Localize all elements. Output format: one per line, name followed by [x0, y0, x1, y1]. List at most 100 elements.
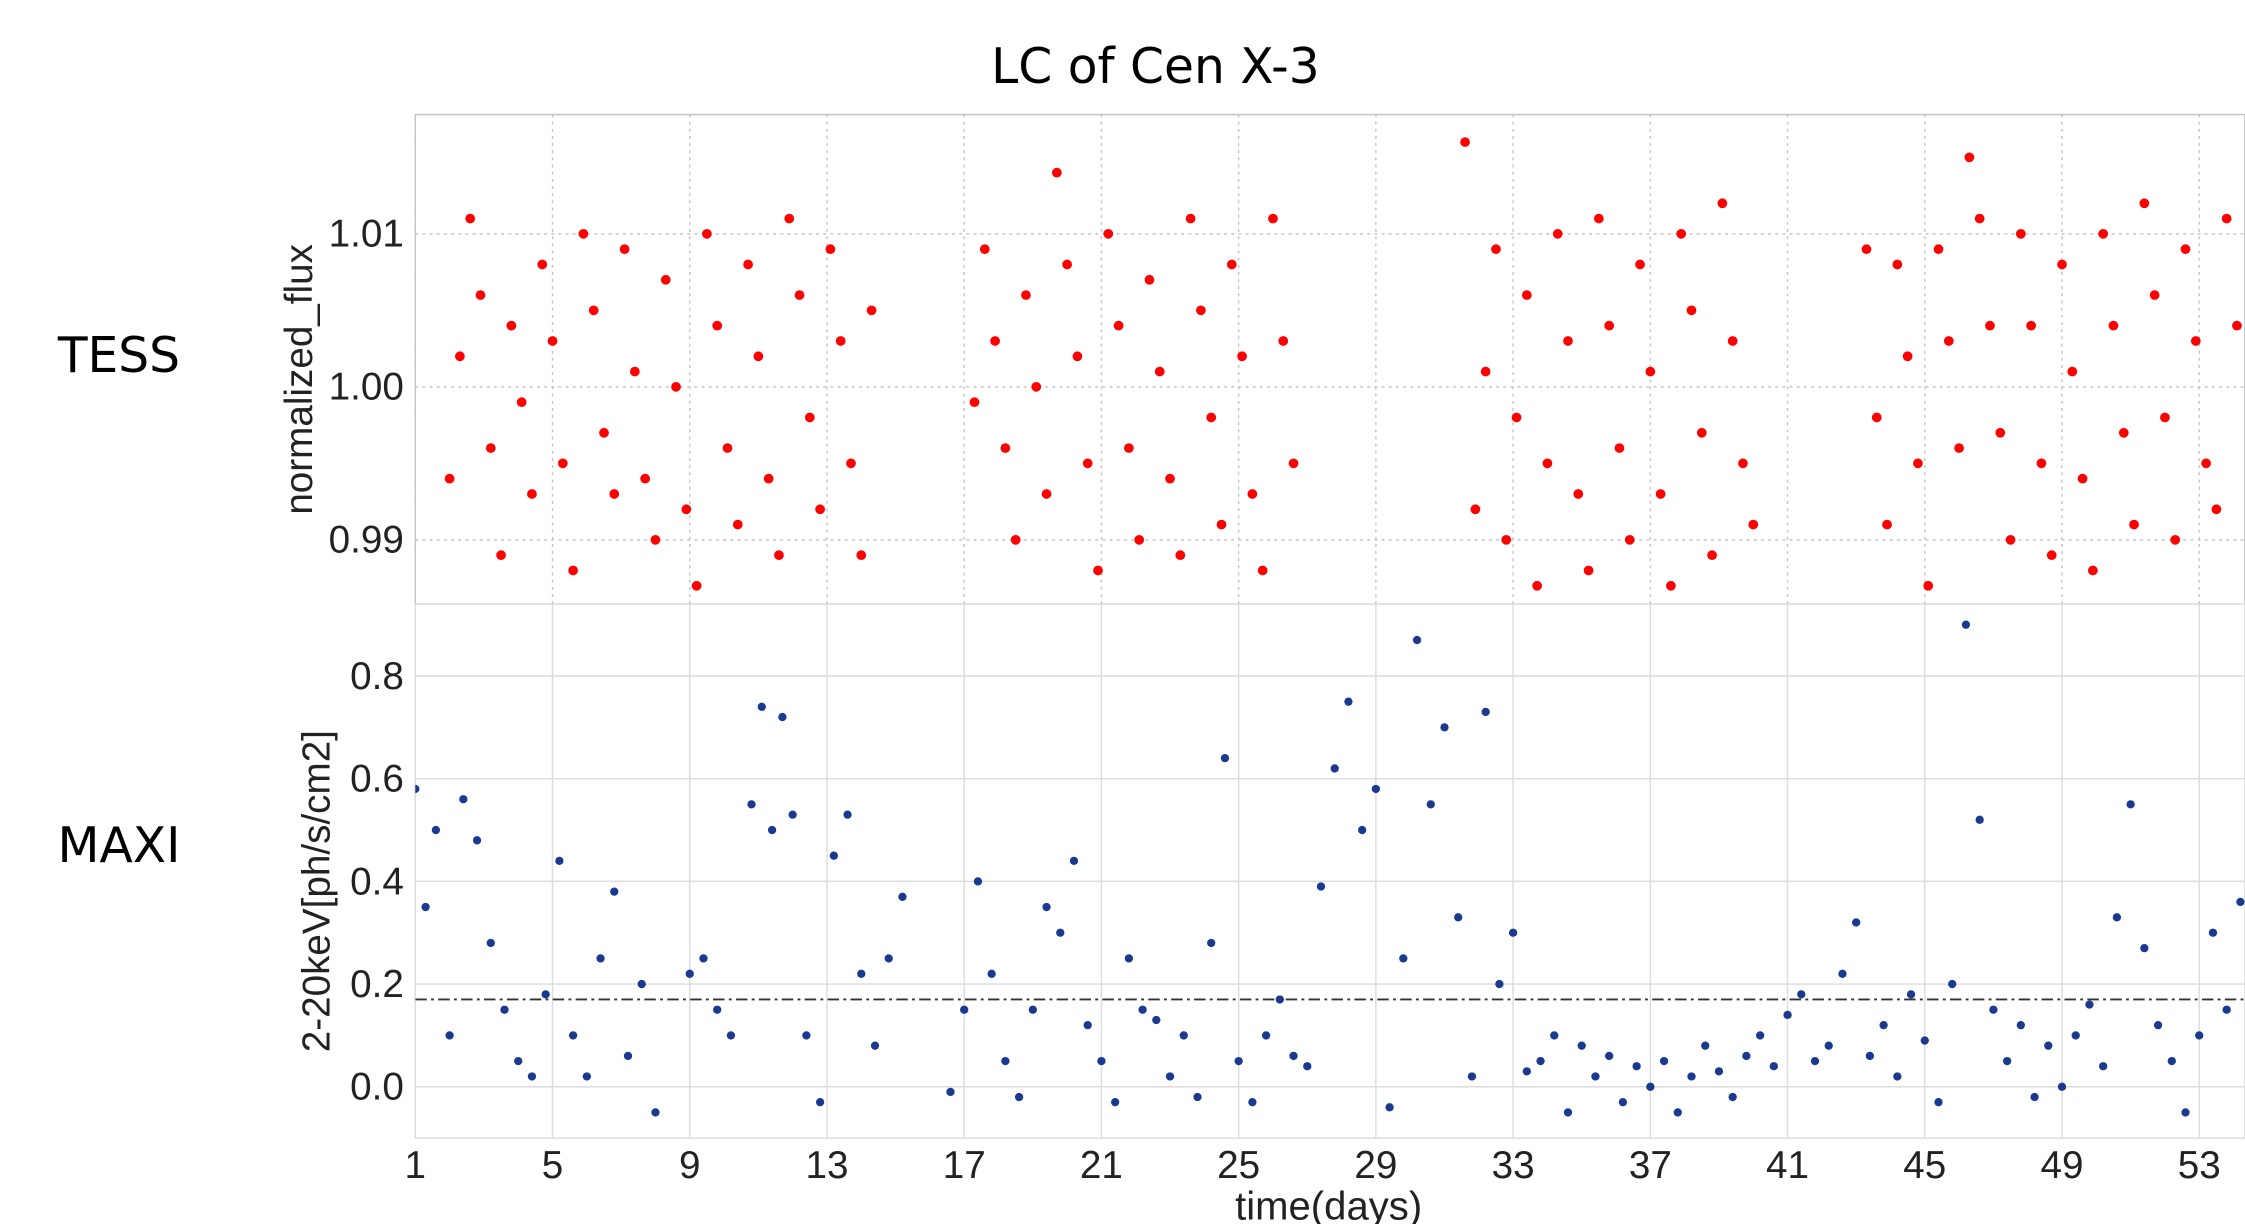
panel-label: MAXI: [57, 818, 180, 874]
data-point: [1193, 1092, 1202, 1102]
data-point: [555, 856, 564, 865]
x-tick-label: 25: [1217, 1144, 1260, 1187]
x-tick-label: 13: [805, 1144, 848, 1187]
x-tick-label: 5: [542, 1144, 564, 1187]
data-point: [1852, 918, 1861, 927]
data-point: [1838, 969, 1847, 978]
data-point: [1344, 697, 1353, 706]
data-point: [596, 954, 605, 963]
data-point: [774, 550, 784, 561]
data-point: [699, 954, 708, 963]
data-point: [1220, 754, 1230, 763]
data-point: [568, 565, 578, 576]
data-point: [712, 320, 723, 331]
data-point: [1021, 290, 1031, 300]
y-axis-label: normalized_flux: [278, 244, 321, 515]
chart-title: LC of Cen X-3: [991, 39, 1320, 95]
data-point: [1542, 458, 1553, 469]
data-point: [1552, 228, 1563, 239]
data-point: [1103, 228, 1114, 239]
data-point: [582, 1072, 591, 1081]
data-point: [2036, 458, 2047, 469]
data-point: [637, 979, 646, 989]
data-point: [415, 784, 420, 794]
data-point: [1082, 458, 1093, 469]
data-point: [475, 290, 486, 300]
data-point: [2190, 336, 2201, 346]
data-point: [960, 1005, 969, 1014]
data-point: [1995, 427, 2006, 438]
data-point: [1824, 1041, 1833, 1050]
data-point: [835, 336, 846, 346]
data-point: [2077, 473, 2088, 484]
data-point: [1010, 534, 1021, 545]
data-point: [829, 851, 838, 860]
data-point: [1185, 213, 1196, 224]
data-point: [1882, 519, 1892, 530]
data-point: [2030, 1092, 2039, 1102]
data-point: [1892, 259, 1903, 270]
data-point: [946, 1087, 955, 1097]
data-point: [1426, 800, 1435, 809]
data-point: [843, 810, 852, 819]
data-point: [747, 800, 756, 809]
data-point: [1316, 882, 1326, 891]
data-point: [1165, 1072, 1175, 1081]
data-point: [1056, 928, 1065, 937]
data-point: [2026, 320, 2036, 331]
data-point: [629, 366, 640, 377]
data-point: [1454, 913, 1463, 922]
data-point: [1179, 1031, 1188, 1040]
x-tick-label: 29: [1354, 1144, 1397, 1187]
data-point: [1248, 1098, 1257, 1107]
data-point: [1975, 815, 1984, 824]
data-point: [825, 244, 836, 255]
data-point: [1031, 381, 1042, 392]
data-point: [1268, 213, 1278, 224]
data-point: [2002, 1056, 2012, 1066]
data-point: [2044, 1041, 2053, 1050]
data-point: [713, 1005, 722, 1014]
data-point: [726, 1031, 736, 1040]
data-point: [1920, 1036, 1929, 1045]
data-point: [557, 458, 568, 469]
x-tick-label: 9: [679, 1144, 700, 1187]
data-point: [753, 351, 764, 362]
data-point: [1687, 1072, 1696, 1081]
data-point: [1028, 1005, 1037, 1014]
data-point: [2222, 1005, 2231, 1014]
data-point: [2181, 1108, 2190, 1117]
data-point: [1605, 1051, 1614, 1061]
data-point: [1769, 1062, 1778, 1071]
data-point: [537, 259, 548, 270]
data-point: [1632, 1062, 1641, 1071]
data-point: [1097, 1056, 1106, 1066]
data-point: [2221, 213, 2232, 224]
data-point: [1481, 707, 1490, 717]
data-point: [1614, 443, 1625, 453]
data-point: [431, 825, 441, 835]
data-point: [2180, 244, 2191, 255]
data-point: [846, 458, 856, 469]
data-point: [1989, 1005, 1998, 1014]
data-point: [455, 351, 465, 362]
data-point: [547, 336, 558, 346]
data-point: [1536, 1056, 1545, 1066]
data-layer: [415, 620, 2245, 1117]
data-point: [1385, 1103, 1394, 1112]
plot-area: [414, 113, 2245, 605]
data-point: [1532, 580, 1542, 591]
data-point: [485, 443, 496, 453]
data-point: [1728, 1092, 1737, 1102]
data-point: [1871, 412, 1882, 423]
data-point: [541, 990, 550, 999]
data-point: [2211, 504, 2222, 515]
data-point: [2170, 534, 2181, 545]
data-point: [2140, 943, 2149, 953]
data-point: [1041, 489, 1052, 499]
data-point: [1618, 1098, 1628, 1107]
data-point: [1913, 458, 1923, 469]
x-tick-label: 53: [2178, 1144, 2221, 1187]
data-point: [1261, 1031, 1271, 1040]
data-point: [1655, 489, 1666, 499]
